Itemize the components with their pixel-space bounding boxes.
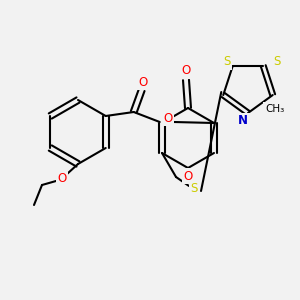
Text: CH₃: CH₃ bbox=[265, 104, 284, 114]
Text: S: S bbox=[274, 56, 281, 68]
Text: O: O bbox=[57, 172, 67, 185]
Text: O: O bbox=[138, 76, 147, 88]
Text: S: S bbox=[223, 56, 230, 68]
Text: O: O bbox=[163, 112, 172, 124]
Text: O: O bbox=[182, 64, 190, 77]
Text: S: S bbox=[190, 182, 198, 196]
Text: N: N bbox=[238, 115, 248, 128]
Text: O: O bbox=[183, 169, 193, 182]
